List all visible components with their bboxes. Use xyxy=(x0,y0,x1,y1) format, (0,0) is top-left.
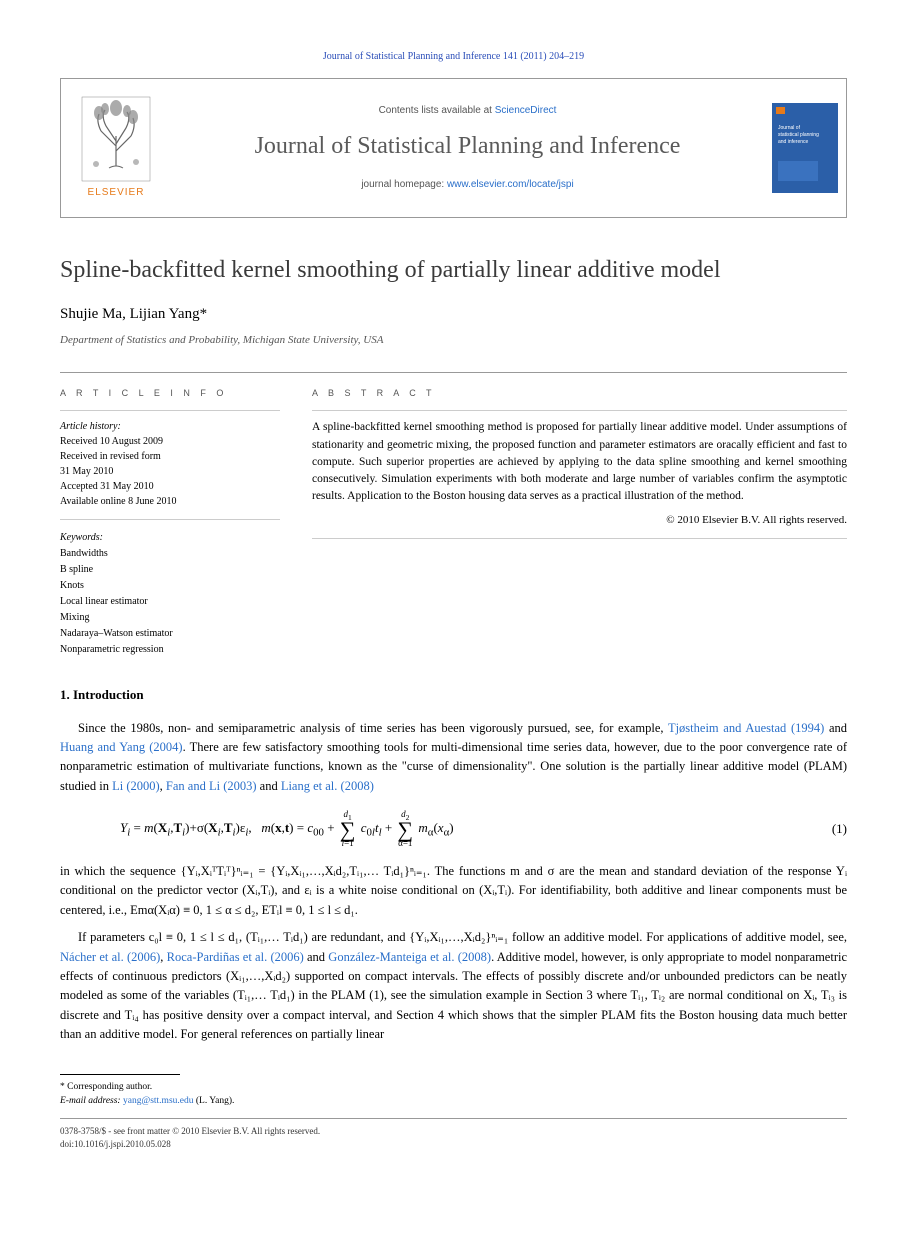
abstract-copyright: © 2010 Elsevier B.V. All rights reserved… xyxy=(312,512,847,529)
keywords-label: Keywords: xyxy=(60,530,280,545)
authors: Shujie Ma, Lijian Yang* xyxy=(60,304,847,325)
journal-reference: Journal of Statistical Planning and Infe… xyxy=(60,50,847,64)
homepage-link[interactable]: www.elsevier.com/locate/jspi xyxy=(447,179,574,190)
journal-header: ELSEVIER Contents lists available at Sci… xyxy=(60,78,847,218)
keyword: Bandwidths xyxy=(60,546,280,561)
intro-paragraph-2: in which the sequence {Yᵢ,XᵢᵀTᵢᵀ}ⁿᵢ₌₁ = … xyxy=(60,862,847,920)
text: Since the 1980s, non- and semiparametric… xyxy=(78,721,668,735)
corresponding-mark-icon: * xyxy=(200,306,208,322)
history-label: Article history: xyxy=(60,419,280,434)
email-footnote: E-mail address: yang@stt.msu.edu (L. Yan… xyxy=(60,1095,847,1108)
revised-date-2: 31 May 2010 xyxy=(60,464,280,479)
online-date: Available online 8 June 2010 xyxy=(60,494,280,509)
journal-name: Journal of Statistical Planning and Infe… xyxy=(255,130,681,164)
equation-1: Yi = m(Xi,Ti)+σ(Xi,Ti)εi, m(x,t) = c00 +… xyxy=(120,810,847,848)
header-middle: Contents lists available at ScienceDirec… xyxy=(171,79,764,217)
section-1-title: 1. Introduction xyxy=(60,686,847,704)
divider xyxy=(60,372,847,373)
abstract-text: A spline-backfitted kernel smoothing met… xyxy=(312,419,847,505)
article-info-column: A R T I C L E I N F O Article history: R… xyxy=(60,387,280,659)
contents-available: Contents lists available at ScienceDirec… xyxy=(379,104,557,118)
email-who: (L. Yang). xyxy=(196,1096,235,1106)
revised-date-1: Received in revised form xyxy=(60,449,280,464)
keywords-block: Keywords: Bandwidths B spline Knots Loca… xyxy=(60,530,280,657)
homepage-prefix: journal homepage: xyxy=(361,179,447,190)
homepage-line: journal homepage: www.elsevier.com/locat… xyxy=(361,178,573,192)
text: If parameters c₀l ≡ 0, 1 ≤ l ≤ d₁, (Tᵢ₁,… xyxy=(78,930,847,944)
article-info-heading: A R T I C L E I N F O xyxy=(60,387,280,401)
received-date: Received 10 August 2009 xyxy=(60,434,280,449)
divider xyxy=(60,410,280,411)
info-abstract-row: A R T I C L E I N F O Article history: R… xyxy=(60,387,847,659)
footnote-separator xyxy=(60,1074,180,1075)
citation-link[interactable]: Fan and Li (2003) xyxy=(166,779,257,793)
body-text: Since the 1980s, non- and semiparametric… xyxy=(60,719,847,1045)
keyword: Local linear estimator xyxy=(60,594,280,609)
keyword: Knots xyxy=(60,578,280,593)
keyword: Mixing xyxy=(60,610,280,625)
citation-link[interactable]: Tjøstheim and Auestad (1994) xyxy=(668,721,824,735)
text: and xyxy=(304,950,329,964)
cover-icon: Journal of statistical planning and infe… xyxy=(772,103,838,193)
keyword: B spline xyxy=(60,562,280,577)
keyword: Nadaraya–Watson estimator xyxy=(60,626,280,641)
elsevier-label: ELSEVIER xyxy=(88,186,145,200)
divider xyxy=(312,538,847,539)
equation-number: (1) xyxy=(807,819,847,839)
text: and xyxy=(257,779,281,793)
elsevier-logo: ELSEVIER xyxy=(61,79,171,217)
citation-link[interactable]: Liang et al. (2008) xyxy=(281,779,374,793)
corresponding-footnote: * Corresponding author. xyxy=(60,1081,847,1094)
text: and xyxy=(824,721,847,735)
email-label: E-mail address: xyxy=(60,1096,121,1106)
email-link[interactable]: yang@stt.msu.edu xyxy=(123,1096,194,1106)
corr-text: Corresponding author. xyxy=(67,1082,152,1092)
keyword: Nonparametric regression xyxy=(60,642,280,657)
abstract-heading: A B S T R A C T xyxy=(312,387,847,401)
sciencedirect-link[interactable]: ScienceDirect xyxy=(495,105,557,116)
citation-link[interactable]: Li (2000) xyxy=(112,779,160,793)
front-matter: 0378-3758/$ - see front matter © 2010 El… xyxy=(60,1125,847,1138)
article-history: Article history: Received 10 August 2009… xyxy=(60,419,280,520)
svg-text:and inference: and inference xyxy=(778,139,809,145)
footnotes: * Corresponding author. E-mail address: … xyxy=(60,1081,847,1108)
affiliation: Department of Statistics and Probability… xyxy=(60,333,847,348)
equation-body: Yi = m(Xi,Ti)+σ(Xi,Ti)εi, m(x,t) = c00 +… xyxy=(120,810,807,848)
bottom-separator xyxy=(60,1118,847,1119)
intro-paragraph-1: Since the 1980s, non- and semiparametric… xyxy=(60,719,847,797)
doi-block: 0378-3758/$ - see front matter © 2010 El… xyxy=(60,1125,847,1150)
intro-paragraph-3: If parameters c₀l ≡ 0, 1 ≤ l ≤ d₁, (Tᵢ₁,… xyxy=(60,928,847,1044)
elsevier-tree-icon xyxy=(81,96,151,182)
author-names: Shujie Ma, Lijian Yang xyxy=(60,306,200,322)
accepted-date: Accepted 31 May 2010 xyxy=(60,479,280,494)
citation-link[interactable]: Nácher et al. (2006) xyxy=(60,950,160,964)
divider xyxy=(312,410,847,411)
citation-link[interactable]: González-Manteiga et al. (2008) xyxy=(328,950,491,964)
journal-cover: Journal of statistical planning and infe… xyxy=(764,79,846,217)
citation-link[interactable]: Roca-Pardiñas et al. (2006) xyxy=(167,950,304,964)
abstract-column: A B S T R A C T A spline-backfitted kern… xyxy=(312,387,847,659)
doi: doi:10.1016/j.jspi.2010.05.028 xyxy=(60,1138,847,1151)
contents-prefix: Contents lists available at xyxy=(379,105,495,116)
article-title: Spline-backfitted kernel smoothing of pa… xyxy=(60,254,847,288)
svg-text:statistical planning: statistical planning xyxy=(778,132,819,138)
svg-text:Journal of: Journal of xyxy=(778,125,801,131)
citation-link[interactable]: Huang and Yang (2004) xyxy=(60,740,183,754)
